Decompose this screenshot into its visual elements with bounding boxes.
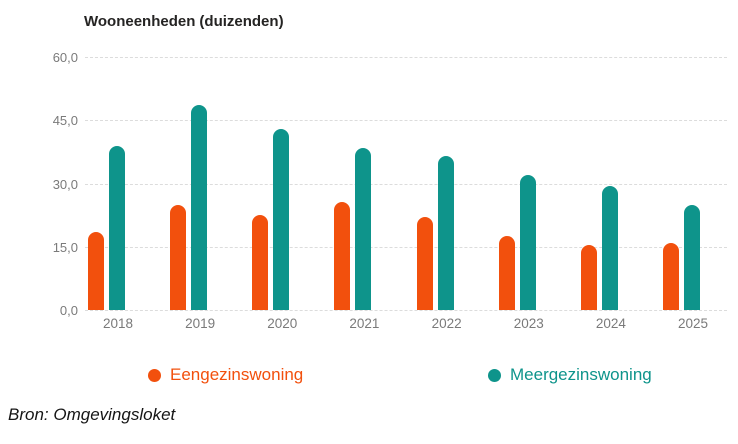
x-axis-label-2023: 2023 [513,316,544,331]
meergezinswoning-legend-dot-icon [488,368,501,382]
bar-eengezinswoning-2021[interactable] [334,202,351,310]
legend-label-meergezinswoning: Meergezinswoning [510,365,652,384]
eengezinswoning-legend-dot-icon [148,368,161,382]
bar-meergezinswoning-2025[interactable] [684,204,701,310]
bar-meergezinswoning-2024[interactable] [601,185,618,310]
x-axis-label-2019: 2019 [185,316,216,331]
x-axis-label-2025: 2025 [678,316,709,331]
gridline-45 [85,120,727,122]
legend-item-eengezinswoning[interactable]: Eengezinswoning [148,365,303,385]
x-axis-label-2020: 2020 [267,316,298,331]
y-axis-label-30: 30,0 [52,176,78,192]
y-axis-label-0: 0,0 [59,303,78,318]
bar-meergezinswoning-2021[interactable] [355,147,372,310]
bar-eengezinswoning-2022[interactable] [416,217,433,310]
gridline-30 [85,183,727,185]
source-note: Bron: Omgevingsloket [8,405,176,424]
legend-label-eengezinswoning: Eengezinswoning [170,365,304,384]
bar-eengezinswoning-2018[interactable] [88,231,104,310]
bar-eengezinswoning-2025[interactable] [663,242,680,310]
y-axis-label-45: 45,0 [52,113,78,129]
legend-item-meergezinswoning[interactable]: Meergezinswoning [488,365,652,385]
bar-meergezinswoning-2022[interactable] [437,156,454,310]
bar-eengezinswoning-2024[interactable] [580,244,597,310]
x-axis-label-2024: 2024 [595,316,626,331]
y-axis-label-15: 15,0 [52,239,78,255]
bar-meergezinswoning-2023[interactable] [519,175,536,310]
bar-eengezinswoning-2023[interactable] [498,236,515,310]
chart-title-unit: (duizenden) [199,13,284,30]
y-axis-label-60: 60,0 [52,50,78,65]
bar-eengezinswoning-2020[interactable] [252,215,269,310]
bar-meergezinswoning-2018[interactable] [109,145,125,310]
gridline-60 [85,57,727,58]
chart-title: Wooneenheden (duizenden) [84,13,284,30]
bar-meergezinswoning-2019[interactable] [191,105,208,310]
x-axis-label-2022: 2022 [431,316,462,331]
gridline-0 [85,310,727,311]
bar-eengezinswoning-2019[interactable] [170,204,187,310]
chart-title-text: Wooneenheden [84,13,196,30]
bar-meergezinswoning-2020[interactable] [273,128,290,310]
x-axis-label-2021: 2021 [349,316,380,331]
gridline-15 [85,246,727,248]
x-axis-label-2018: 2018 [102,316,134,331]
